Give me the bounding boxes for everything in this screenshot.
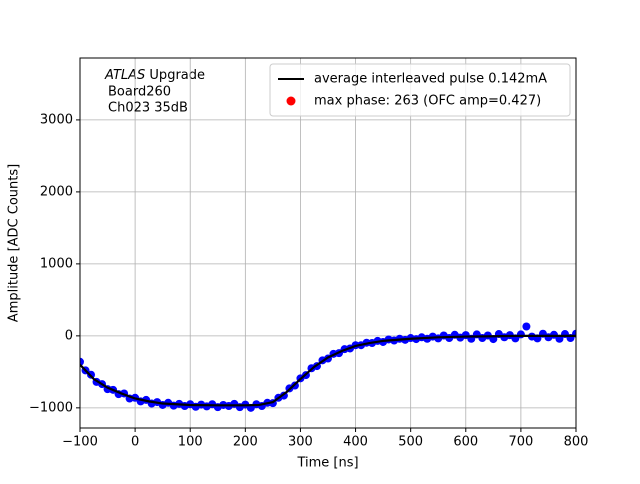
x-axis-label: Time [ns] bbox=[296, 456, 358, 471]
axes-frame bbox=[79, 57, 577, 429]
annotation-line: Board260 bbox=[108, 85, 171, 100]
y-tick-label: −1000 bbox=[29, 400, 73, 415]
x-tick-label: 100 bbox=[178, 435, 203, 450]
annotation-italic: ATLAS bbox=[104, 68, 145, 83]
y-tick-label: 1000 bbox=[40, 256, 73, 271]
x-tick-label: 600 bbox=[453, 435, 478, 450]
data-point bbox=[516, 330, 525, 339]
y-tick-label: 3000 bbox=[40, 112, 73, 127]
x-tick-label: 500 bbox=[398, 435, 423, 450]
x-tick-label: −100 bbox=[62, 435, 98, 450]
legend-swatch bbox=[286, 96, 296, 106]
data-point bbox=[80, 357, 84, 366]
data-point bbox=[522, 322, 531, 331]
line bbox=[80, 334, 576, 407]
x-tick-label: 0 bbox=[131, 435, 139, 450]
legend-label: max phase: 263 (OFC amp=0.427) bbox=[314, 94, 541, 109]
y-axis-label: Amplitude [ADC Counts] bbox=[7, 164, 22, 322]
x-tick-label: 200 bbox=[233, 435, 258, 450]
y-tick-label: 0 bbox=[65, 328, 73, 343]
y-tick-label: 2000 bbox=[40, 184, 73, 199]
annotation-line: Ch023 35dB bbox=[108, 101, 188, 116]
plot-area bbox=[80, 322, 576, 412]
x-tick-label: 800 bbox=[564, 435, 589, 450]
annotation-text: Upgrade bbox=[149, 68, 205, 83]
x-tick-label: 300 bbox=[288, 435, 313, 450]
x-tick-label: 400 bbox=[343, 435, 368, 450]
legend-label: average interleaved pulse 0.142mA bbox=[314, 72, 547, 87]
legend-box bbox=[269, 63, 571, 117]
x-tick-label: 700 bbox=[508, 435, 533, 450]
